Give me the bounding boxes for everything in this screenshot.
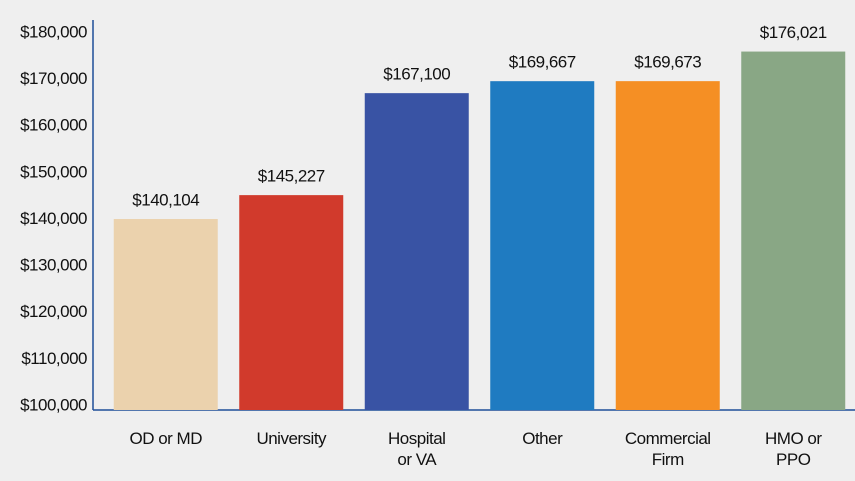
value-label: $176,021 xyxy=(760,23,827,42)
y-tick-label: $140,000 xyxy=(20,209,87,228)
x-tick-label: University xyxy=(256,429,327,448)
value-label: $140,104 xyxy=(132,190,199,209)
bar xyxy=(239,195,344,410)
bar xyxy=(490,81,595,410)
y-tick-label: $170,000 xyxy=(20,69,87,88)
x-tick-label: Other xyxy=(522,429,563,448)
bar xyxy=(113,219,218,410)
y-tick-label: $100,000 xyxy=(20,395,87,414)
value-label: $169,667 xyxy=(509,53,576,72)
y-tick-label: $150,000 xyxy=(20,162,87,181)
y-tick-label: $120,000 xyxy=(20,302,87,321)
y-tick-label: $110,000 xyxy=(21,349,87,368)
value-label: $169,673 xyxy=(634,53,701,72)
y-tick-label: $180,000 xyxy=(20,22,87,41)
y-tick-label: $130,000 xyxy=(20,256,87,275)
x-tick-label: Commercial Firm xyxy=(624,429,711,469)
value-label: $167,100 xyxy=(383,65,450,84)
y-tick-label: $160,000 xyxy=(20,116,87,135)
value-label: $145,227 xyxy=(258,167,325,186)
x-tick-label: Hospital or VA xyxy=(388,429,446,469)
bar xyxy=(364,93,469,411)
bar xyxy=(615,81,720,411)
x-tick-label: OD or MD xyxy=(129,429,203,448)
bar xyxy=(741,51,846,410)
x-tick-label: HMO or PPO xyxy=(765,429,822,469)
